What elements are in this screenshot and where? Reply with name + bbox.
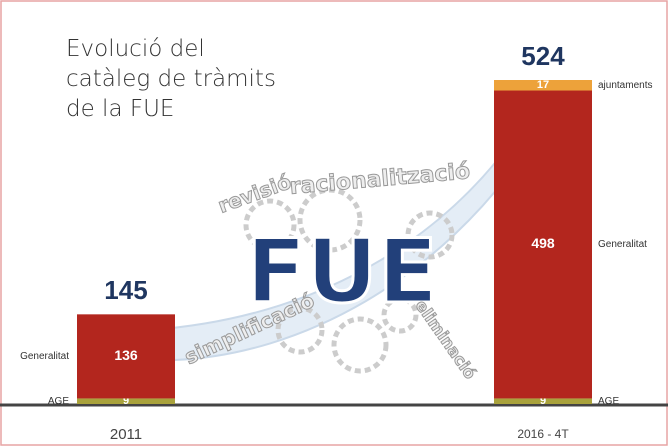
series-label: ajuntaments [598,80,652,91]
value-label: 9 [123,395,129,407]
x-tick-label: 2011 [110,426,142,443]
total-label: 524 [521,41,565,71]
series-label: Generalitat [598,239,647,250]
logo-text: FUE [246,220,438,323]
gear [275,305,325,355]
bar-segment [77,314,175,399]
value-label: 9 [540,395,546,407]
gear [243,198,297,252]
value-label: 498 [531,235,555,251]
gear [405,210,455,260]
total-label: 145 [104,275,147,305]
value-label: 17 [537,79,549,91]
value-label: 136 [114,347,138,363]
bar-segment [494,398,592,404]
series-label: AGE [598,396,619,407]
gear [331,316,389,374]
bar-segment [77,398,175,404]
chart-title: Evolució del catàleg de tràmits de la FU… [66,36,276,122]
bar-segment [494,90,592,399]
gear [297,187,363,253]
series-label: Generalitat [20,351,69,362]
gear [381,296,419,334]
bar-segment [494,80,592,91]
series-label: AGE [48,396,69,407]
x-tick-label: 2016 - 4T [517,427,569,441]
